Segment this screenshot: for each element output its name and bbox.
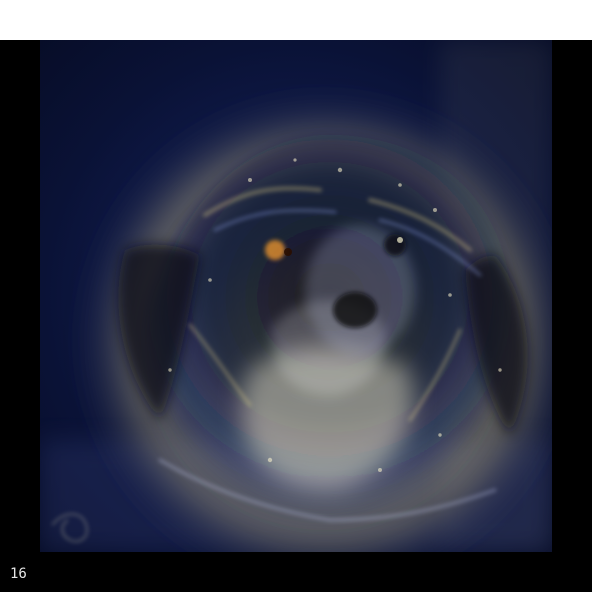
artwork-svg bbox=[40, 40, 552, 552]
artwork-image bbox=[40, 40, 552, 552]
frame-number: 16 bbox=[10, 566, 27, 582]
top-white-strip bbox=[0, 0, 592, 40]
